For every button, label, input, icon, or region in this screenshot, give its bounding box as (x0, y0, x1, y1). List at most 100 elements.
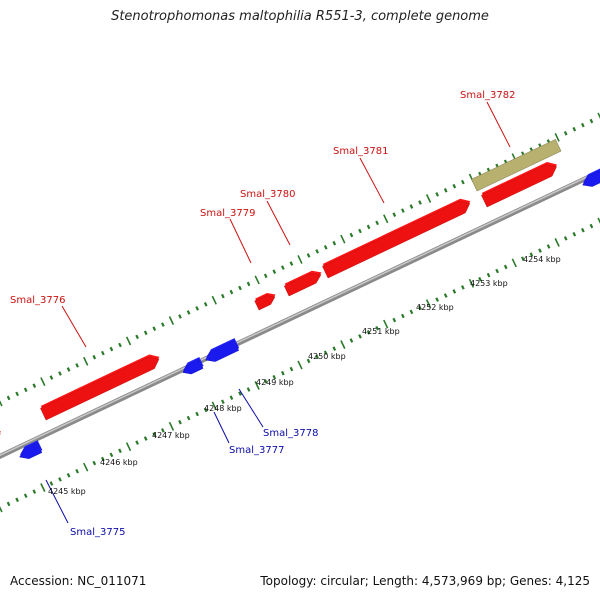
tick-mark (49, 481, 54, 486)
tick-mark (125, 442, 132, 452)
tick-mark (452, 183, 457, 189)
gene-label-Smal_3782[interactable]: Smal_3782 (460, 90, 515, 101)
gene-label-Smal_3777[interactable]: Smal_3777 (229, 445, 284, 456)
tick-mark (297, 360, 303, 370)
topology-text: Topology: circular; Length: 4,573,969 bp… (260, 574, 590, 588)
gene-label-Smal_3775[interactable]: Smal_3775 (70, 527, 125, 538)
tick-mark (581, 227, 585, 233)
tick-mark (211, 401, 217, 411)
tick-label: 4250 kbp (308, 352, 346, 361)
tick-mark (425, 299, 432, 309)
label-leader-line (359, 157, 385, 204)
tick-mark (118, 448, 122, 454)
gene-arrow-body (254, 295, 276, 311)
tick-mark (572, 126, 577, 132)
gene-label-Smal_3778[interactable]: Smal_3778 (263, 428, 318, 439)
tick-mark (486, 272, 491, 278)
label-leader-line (486, 101, 511, 148)
tick-mark (554, 132, 560, 142)
tick-mark (323, 350, 328, 356)
tick-mark (178, 314, 182, 319)
gene-Smal_3775[interactable] (19, 440, 43, 459)
genes-layer (0, 139, 600, 459)
tick-mark (66, 473, 71, 478)
tick-mark (92, 354, 97, 360)
tick-mark (272, 269, 277, 274)
gene-arrow-body (182, 359, 204, 375)
tick-mark (32, 489, 37, 494)
tick-mark (281, 265, 285, 270)
gene-Smal_3781[interactable] (322, 198, 471, 279)
tick-mark (263, 273, 268, 279)
tick-mark (589, 118, 594, 124)
gene-Smal_3778[interactable] (205, 338, 240, 362)
tick-mark (281, 370, 285, 376)
tick-mark (66, 367, 71, 372)
tick-mark (229, 289, 234, 295)
tick-mark (49, 375, 54, 380)
gene-label-Smal_3779[interactable]: Smal_3779 (200, 208, 255, 219)
tick-mark (461, 179, 465, 185)
tick-mark (254, 275, 260, 285)
tick-label: 4254 kbp (523, 255, 561, 264)
gene-label-Smal_3781[interactable]: Smal_3781 (333, 146, 388, 157)
tick-mark (32, 383, 37, 388)
tick-mark (161, 322, 165, 327)
tick-rows (0, 112, 600, 513)
gene-partial-left[interactable] (0, 429, 1, 445)
tick-mark (332, 240, 337, 246)
gene-smal-3782-forward[interactable] (481, 162, 557, 208)
tick-mark (323, 245, 328, 250)
tick-labels: 4245 kbp 4246 kbp 4247 kbp 4248 kbp 4249 kbp… (48, 255, 561, 496)
label-leader-line (238, 388, 264, 428)
tick-mark (238, 391, 242, 396)
tick-mark (563, 131, 568, 136)
genome-backbone (0, 168, 600, 460)
tick-mark (195, 411, 199, 417)
tick-mark (118, 342, 122, 348)
gene-label-Smal_3776[interactable]: Smal_3776 (10, 295, 65, 306)
tick-mark (425, 194, 432, 203)
tick-mark (83, 356, 89, 366)
tick-mark (58, 477, 62, 482)
gene-box (471, 139, 562, 192)
upper-tick-row (0, 112, 600, 407)
gene-Smal_3777[interactable] (182, 356, 204, 375)
tick-mark (443, 293, 448, 298)
tick-mark (23, 387, 28, 393)
gene-partial-right[interactable] (582, 165, 600, 187)
tick-mark (289, 261, 294, 266)
tick-mark (246, 387, 251, 392)
tick-mark (195, 306, 199, 311)
tick-mark (83, 462, 89, 472)
tick-mark (478, 276, 482, 282)
tick-mark (358, 334, 362, 339)
gene-Smal_3780[interactable] (283, 270, 322, 297)
tick-mark (409, 309, 414, 315)
gene-arrow-body (40, 356, 160, 421)
tick-mark (0, 506, 3, 513)
gene-Smal_3782[interactable] (471, 139, 562, 192)
accession-text: Accession: NC_011071 (10, 574, 147, 588)
gene-Smal_3779[interactable] (254, 292, 276, 311)
gene-arrow-body (283, 272, 322, 297)
tick-label: 4245 kbp (48, 487, 86, 496)
tick-label: 4252 kbp (416, 303, 454, 312)
tick-mark (461, 285, 465, 290)
tick-mark (168, 421, 175, 431)
tick-mark (186, 310, 191, 315)
tick-mark (546, 244, 551, 249)
tick-mark (135, 440, 139, 445)
tick-label: 4253 kbp (470, 279, 508, 288)
gene-Smal_3776[interactable] (40, 354, 160, 421)
gene-label-Smal_3780[interactable]: Smal_3780 (240, 189, 295, 200)
tick-mark (263, 379, 268, 384)
tick-mark (109, 346, 114, 352)
tick-mark (315, 249, 319, 254)
tick-mark (101, 350, 105, 356)
gene-arrow-top (0, 430, 1, 434)
tick-mark (289, 366, 294, 372)
tick-mark (443, 188, 448, 193)
tick-mark (538, 248, 542, 253)
